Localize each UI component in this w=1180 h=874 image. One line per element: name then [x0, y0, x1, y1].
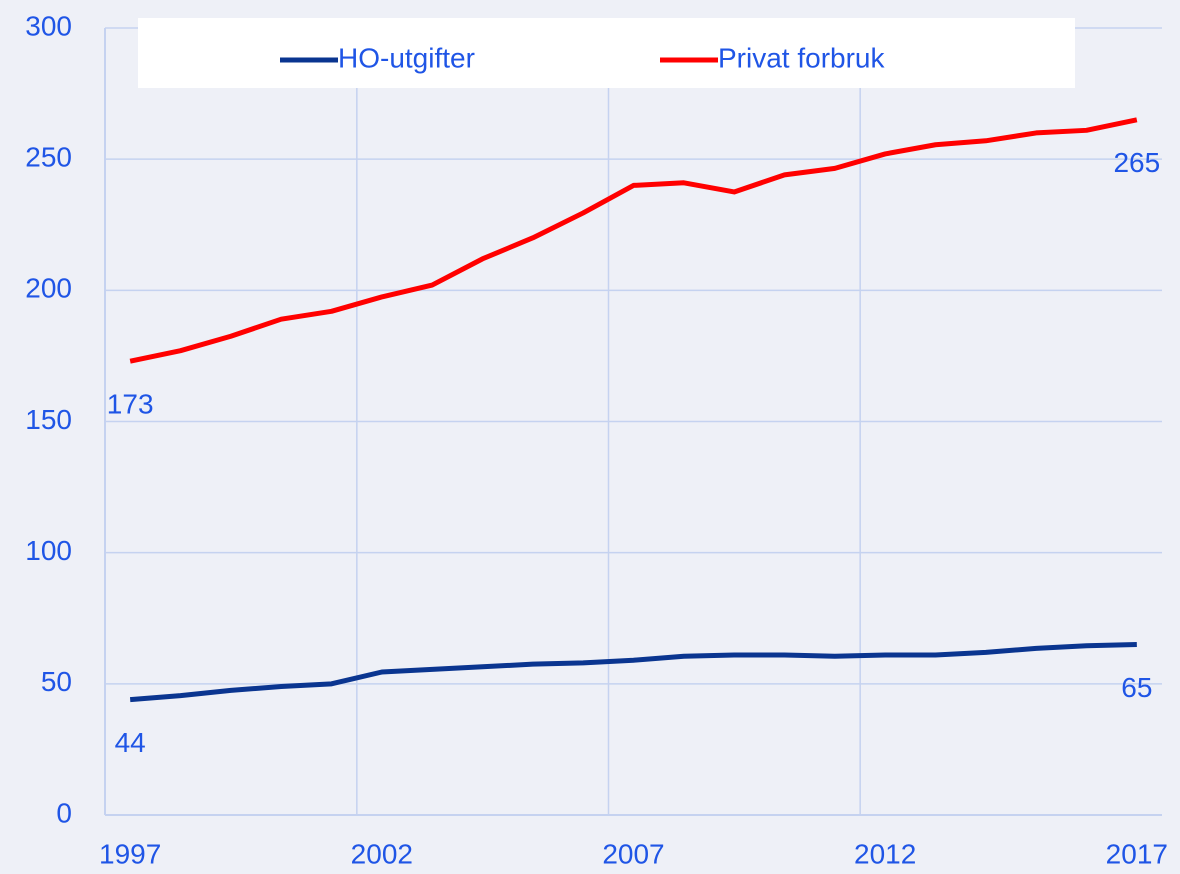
x-tick-label: 2007 — [602, 838, 664, 869]
data-label: 265 — [1113, 147, 1160, 178]
data-label: 65 — [1121, 672, 1152, 703]
y-tick-label: 250 — [25, 142, 72, 173]
legend-label: HO-utgifter — [338, 42, 475, 73]
legend-label: Privat forbruk — [718, 42, 885, 73]
data-label: 44 — [115, 727, 146, 758]
y-tick-label: 50 — [41, 666, 72, 697]
data-label: 173 — [107, 389, 154, 420]
y-tick-label: 150 — [25, 404, 72, 435]
y-tick-label: 0 — [56, 797, 72, 828]
y-tick-label: 100 — [25, 535, 72, 566]
series-line — [129, 117, 1138, 364]
x-tick-label: 2002 — [351, 838, 413, 869]
series-line — [129, 641, 1137, 703]
legend-box — [138, 18, 1075, 88]
x-tick-label: 2017 — [1106, 838, 1168, 869]
x-tick-label: 1997 — [99, 838, 161, 869]
y-tick-label: 200 — [25, 273, 72, 304]
x-tick-label: 2012 — [854, 838, 916, 869]
y-tick-label: 300 — [25, 10, 72, 41]
